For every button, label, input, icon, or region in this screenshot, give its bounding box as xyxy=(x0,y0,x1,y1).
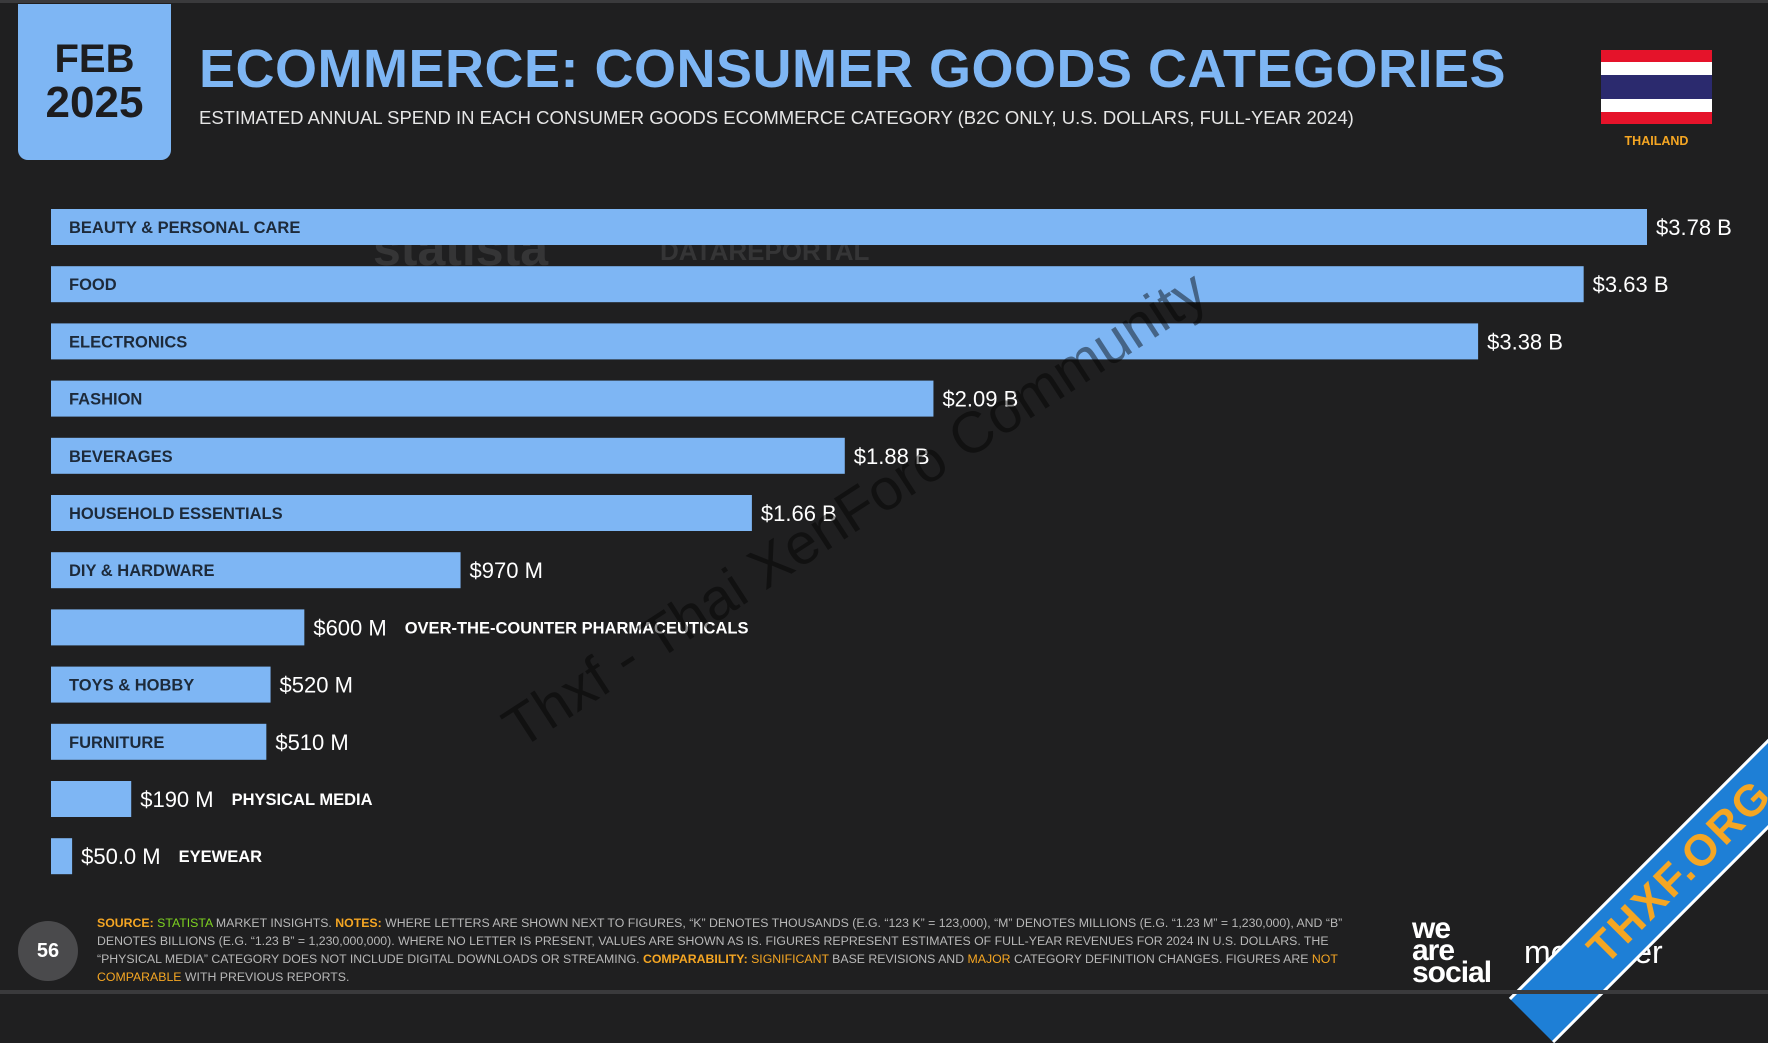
bar xyxy=(51,209,1647,245)
comp-text3: WITH PREVIOUS REPORTS. xyxy=(181,970,350,984)
category-label: OVER-THE-COUNTER PHARMACEUTICALS xyxy=(405,619,749,637)
source-label: SOURCE: xyxy=(97,916,154,930)
we-are-social-logo: we are social xyxy=(1412,912,1512,989)
page-number: 56 xyxy=(18,921,78,981)
bar xyxy=(51,723,267,760)
flag-stripe xyxy=(1601,111,1712,124)
flag-stripe xyxy=(1601,74,1712,100)
top-strip xyxy=(0,0,1768,3)
category-label: HOUSEHOLD ESSENTIALS xyxy=(69,505,283,523)
country-label: THAILAND xyxy=(1624,134,1689,148)
bar xyxy=(51,266,1584,303)
source-name: STATISTA xyxy=(157,916,213,930)
category-label: BEAUTY & PERSONAL CARE xyxy=(69,219,300,237)
notes-text: WHERE LETTERS ARE SHOWN NEXT TO FIGURES,… xyxy=(97,916,1343,966)
category-label: FURNITURE xyxy=(69,734,164,752)
value-label: $2.09 B xyxy=(942,387,1018,412)
value-label: $510 M xyxy=(275,730,348,755)
was-line-2: are xyxy=(1412,934,1455,967)
comp-text1: BASE REVISIONS AND xyxy=(828,952,968,966)
category-label: FOOD xyxy=(69,276,117,294)
comp-text2: CATEGORY DEFINITION CHANGES. FIGURES ARE xyxy=(1010,952,1312,966)
bar xyxy=(51,380,934,417)
footer-notes: SOURCE: STATISTA MARKET INSIGHTS. NOTES:… xyxy=(97,914,1387,986)
value-label: $600 M xyxy=(313,615,386,640)
category-label: PHYSICAL MEDIA xyxy=(232,791,373,809)
notes-label: NOTES: xyxy=(335,916,382,930)
thailand-flag-icon xyxy=(1601,50,1712,124)
bar xyxy=(51,838,73,875)
date-badge: FEB 2025 xyxy=(18,4,171,160)
value-label: $1.66 B xyxy=(761,501,837,526)
badge-year: 2025 xyxy=(45,78,144,127)
value-label: $1.88 B xyxy=(854,444,930,469)
value-label: $3.38 B xyxy=(1487,329,1563,354)
value-label: $520 M xyxy=(280,673,353,698)
page-subtitle: ESTIMATED ANNUAL SPEND IN EACH CONSUMER … xyxy=(199,107,1354,128)
value-label: $3.63 B xyxy=(1593,272,1669,297)
page-title: ECOMMERCE: CONSUMER GOODS CATEGORIES xyxy=(199,39,1507,99)
comparability-label: COMPARABILITY: xyxy=(642,952,748,966)
bar xyxy=(51,552,461,589)
was-line-3: social xyxy=(1412,956,1492,989)
category-label: DIY & HARDWARE xyxy=(69,562,214,580)
bar xyxy=(51,495,752,531)
category-label: TOYS & HOBBY xyxy=(69,677,194,695)
category-label: EYEWEAR xyxy=(179,848,263,866)
bar xyxy=(51,781,132,817)
bar xyxy=(51,666,271,703)
value-label: $3.78 B xyxy=(1656,215,1732,240)
category-label: FASHION xyxy=(69,391,142,409)
category-label: BEVERAGES xyxy=(69,448,173,466)
source-rest: MARKET INSIGHTS. xyxy=(212,916,336,930)
bar xyxy=(51,323,1479,360)
comp-not: NOT COMPARABLE xyxy=(97,952,1338,984)
bar xyxy=(51,437,845,474)
value-label: $970 M xyxy=(470,558,543,583)
comp-significant: SIGNIFICANT xyxy=(747,952,829,966)
comp-major: MAJOR xyxy=(967,952,1011,966)
bottom-strip xyxy=(0,990,1768,994)
flag-stripe xyxy=(1601,99,1712,112)
badge-month: FEB xyxy=(54,37,135,81)
value-label: $190 M xyxy=(140,787,213,812)
flag-stripe xyxy=(1601,62,1712,75)
was-line-1: we xyxy=(1412,912,1451,945)
value-label: $50.0 M xyxy=(81,844,161,869)
category-label: ELECTRONICS xyxy=(69,333,187,351)
bar xyxy=(51,609,305,646)
flag-stripe xyxy=(1601,50,1712,63)
